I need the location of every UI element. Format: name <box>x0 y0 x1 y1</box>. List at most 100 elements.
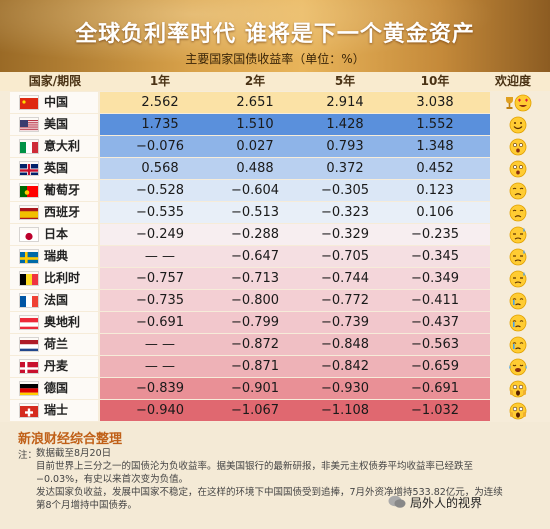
note-label: 注： <box>18 450 38 461</box>
yield-cell: −0.839 <box>135 381 185 396</box>
flag-nl-icon <box>20 338 38 351</box>
flag-us-icon <box>20 118 38 131</box>
yield-cell: −0.329 <box>320 227 370 242</box>
yield-cell: −0.249 <box>135 227 185 242</box>
yield-cell: −0.772 <box>320 293 370 308</box>
table-row: 奥地利 −0.691 −0.799 −0.739 −0.437 <box>0 312 550 334</box>
country-name: 西班牙 <box>44 205 81 219</box>
yield-cell: 2.914 <box>326 95 364 110</box>
table-row: 比利时 −0.757 −0.713 −0.744 −0.349 <box>0 268 550 290</box>
table-row: 英国 0.568 0.488 0.372 0.452 <box>0 158 550 180</box>
row-background <box>100 334 490 355</box>
table-row: 德国 −0.839 −0.901 −0.930 −0.691 <box>0 378 550 400</box>
notes: 数据截至8月20日 目前世界上三分之一的国债沦为负收益率。据美国银行的最新研报，… <box>36 447 506 512</box>
country-name: 法国 <box>44 293 69 307</box>
country-name: 中国 <box>44 95 69 109</box>
cry-icon <box>503 291 533 311</box>
sweat-icon <box>503 225 533 245</box>
col-header-country: 国家/期限 <box>28 74 82 88</box>
flag-jp-icon <box>20 228 38 241</box>
flag-it-icon <box>20 140 38 153</box>
table-row: 美国 1.735 1.510 1.428 1.552 <box>0 114 550 136</box>
yield-cell: 1.552 <box>416 117 454 132</box>
country-name: 德国 <box>44 381 69 395</box>
col-header-2y: 2年 <box>244 74 266 88</box>
row-background <box>100 312 490 333</box>
yield-cell: 0.106 <box>416 205 454 220</box>
yield-cell: −0.563 <box>410 337 460 352</box>
sad-icon <box>503 203 533 223</box>
row-background <box>100 378 490 399</box>
yield-cell: −0.305 <box>320 183 370 198</box>
col-header-popularity: 欢迎度 <box>494 74 531 88</box>
surprised-icon <box>503 137 533 157</box>
yield-cell: −0.713 <box>230 271 280 286</box>
yield-cell: −0.799 <box>230 315 280 330</box>
yield-cell: 2.562 <box>141 95 179 110</box>
flag-be-icon <box>20 272 38 285</box>
yield-cell: −0.842 <box>320 359 370 374</box>
yield-cell: −0.800 <box>230 293 280 308</box>
country-name: 瑞士 <box>44 403 69 417</box>
note-line: 目前世界上三分之一的国债沦为负收益率。据美国银行的最新研报，非美元主权债券平均收… <box>36 461 474 485</box>
flag-gb-icon <box>20 162 38 175</box>
col-header-10y: 10年 <box>420 74 450 88</box>
header-banner <box>0 0 550 72</box>
col-header-1y: 1年 <box>149 74 171 88</box>
flag-pt-icon <box>20 184 38 197</box>
yield-cell: 0.488 <box>236 161 274 176</box>
country-name: 瑞典 <box>44 249 69 263</box>
yield-cell: 1.428 <box>326 117 364 132</box>
yield-cell: −0.235 <box>410 227 460 242</box>
note-line: 发达国家负收益，发展中国家不稳定，在这样的环境下中国国债受到追捧，7月外资净增持… <box>36 487 503 511</box>
yield-cell: −1.108 <box>320 403 370 418</box>
tears-icon <box>503 357 533 377</box>
table-row: 法国 −0.735 −0.800 −0.772 −0.411 <box>0 290 550 312</box>
yield-cell: 1.735 <box>141 117 179 132</box>
table-row: 西班牙 −0.535 −0.513 −0.323 0.106 <box>0 202 550 224</box>
scream-icon <box>503 401 533 421</box>
column-header-bar <box>0 72 550 91</box>
flag-es-icon <box>20 206 38 219</box>
yield-cell: −1.067 <box>230 403 280 418</box>
country-name: 美国 <box>44 117 69 131</box>
country-name: 葡萄牙 <box>44 183 81 197</box>
yield-cell: 0.793 <box>326 139 364 154</box>
scream-icon <box>503 379 533 399</box>
country-name: 意大利 <box>44 139 81 153</box>
yield-cell: 0.027 <box>236 139 274 154</box>
yield-cell: −0.871 <box>230 359 280 374</box>
brand-name: 局外人的视界 <box>410 496 483 510</box>
trophy-heart-eyes-icon <box>503 93 533 113</box>
footer <box>0 422 550 529</box>
yield-cell: −0.528 <box>135 183 185 198</box>
yield-cell: −0.437 <box>410 315 460 330</box>
flag-de-icon <box>20 382 38 395</box>
yield-cell: −0.411 <box>410 293 460 308</box>
surprised-icon <box>503 159 533 179</box>
col-header-5y: 5年 <box>334 74 356 88</box>
country-name: 丹麦 <box>44 359 69 373</box>
table-row: 瑞士 −0.940 −1.067 −1.108 −1.032 <box>0 400 550 422</box>
cry-icon <box>503 313 533 333</box>
row-background <box>100 158 490 179</box>
yield-cell: −0.323 <box>320 205 370 220</box>
yield-cell: −0.647 <box>230 249 280 264</box>
yield-cell: −0.705 <box>320 249 370 264</box>
table-row: 意大利 −0.076 0.027 0.793 1.348 <box>0 136 550 158</box>
sad-icon <box>503 181 533 201</box>
row-background <box>100 268 490 289</box>
yield-cell: −0.345 <box>410 249 460 264</box>
yield-cell: — — <box>144 359 176 374</box>
country-name: 比利时 <box>44 271 81 285</box>
yield-cell: −0.940 <box>135 403 185 418</box>
row-background <box>100 202 490 223</box>
cry-icon <box>503 335 533 355</box>
yield-cell: 1.510 <box>236 117 274 132</box>
yield-cell: −0.930 <box>320 381 370 396</box>
country-name: 日本 <box>44 227 69 241</box>
yield-cell: −0.349 <box>410 271 460 286</box>
row-background <box>100 92 490 113</box>
table-row: 丹麦 — — −0.871 −0.842 −0.659 <box>0 356 550 378</box>
yield-cell: 0.123 <box>416 183 454 198</box>
